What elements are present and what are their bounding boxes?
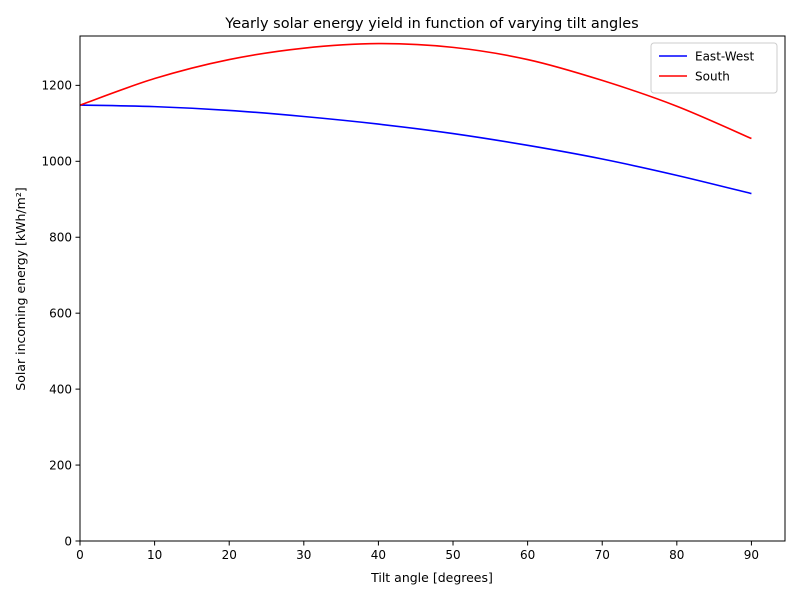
x-tick-label: 90 bbox=[744, 548, 759, 562]
axes-frame bbox=[79, 35, 786, 542]
x-tick-label: 20 bbox=[222, 548, 237, 562]
y-tick-label: 400 bbox=[49, 382, 72, 396]
legend-label-east-west: East-West bbox=[695, 49, 755, 63]
y-tick-label: 200 bbox=[49, 458, 72, 472]
x-tick-label: 10 bbox=[147, 548, 162, 562]
series-line-east-west bbox=[79, 104, 752, 195]
series-line-south bbox=[79, 42, 752, 140]
x-tick-label: 70 bbox=[595, 548, 610, 562]
legend-label-south: South bbox=[695, 69, 730, 83]
x-tick-label: 60 bbox=[520, 548, 535, 562]
x-tick-label: 0 bbox=[76, 548, 84, 562]
x-tick-label: 50 bbox=[445, 548, 460, 562]
y-tick-label: 1000 bbox=[41, 155, 72, 169]
x-tick-label: 40 bbox=[371, 548, 386, 562]
y-axis-label: Solar incoming energy [kWh/m²] bbox=[13, 187, 28, 390]
x-tick-label: 80 bbox=[669, 548, 684, 562]
x-tick-label: 30 bbox=[296, 548, 311, 562]
y-tick-label: 1200 bbox=[41, 79, 72, 93]
y-tick-label: 800 bbox=[49, 231, 72, 245]
x-axis-label: Tilt angle [degrees] bbox=[370, 570, 493, 585]
y-tick-label: 0 bbox=[64, 534, 72, 548]
chart-title: Yearly solar energy yield in function of… bbox=[224, 16, 638, 32]
y-tick-label: 600 bbox=[49, 306, 72, 320]
plot-area: 0 10 20 30 40 50 60 70 80 90 0 200 400 600 800 1000 1200… bbox=[41, 35, 786, 562]
